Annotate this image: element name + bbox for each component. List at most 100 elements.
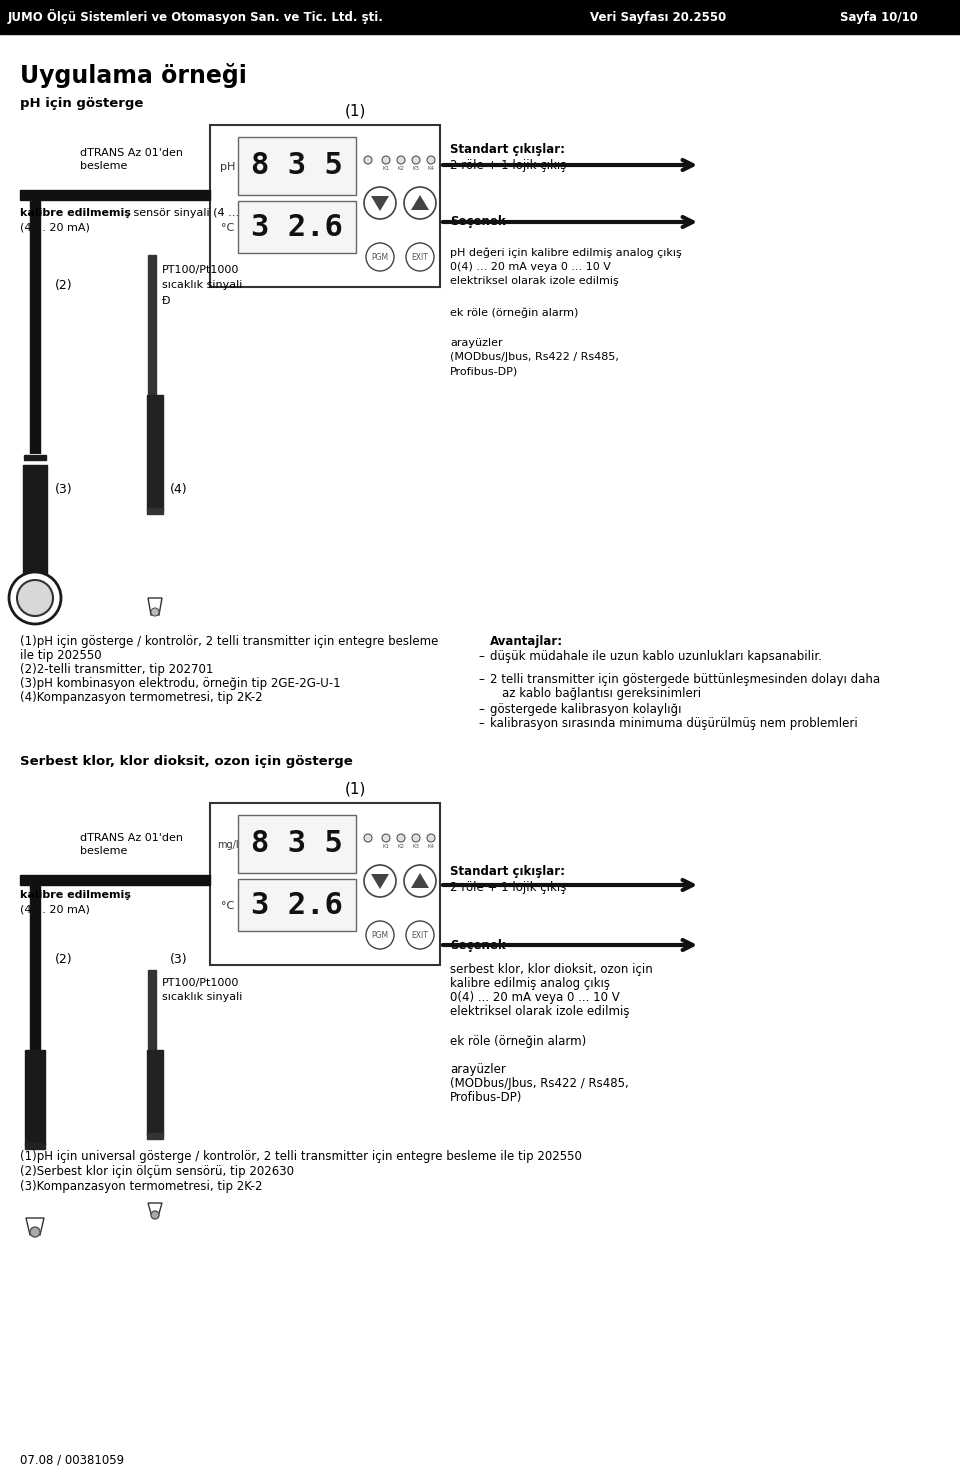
Text: K1: K1: [382, 166, 390, 170]
Circle shape: [364, 155, 372, 164]
Text: PT100/Pt1000: PT100/Pt1000: [162, 265, 239, 275]
Text: PGM: PGM: [372, 253, 389, 262]
Bar: [210, 804, 440, 965]
Text: K1: K1: [382, 844, 390, 848]
Text: arayüzler: arayüzler: [450, 1063, 506, 1076]
Text: 3 2.6: 3 2.6: [252, 213, 343, 241]
Text: (4 ... 20 mA): (4 ... 20 mA): [20, 222, 90, 232]
Text: 2 röle + 1 lojik çıkış: 2 röle + 1 lojik çıkış: [450, 158, 566, 172]
Text: Avantajlar:: Avantajlar:: [490, 635, 564, 648]
Text: (3): (3): [170, 953, 187, 966]
Text: dTRANS Az 01'den
besleme: dTRANS Az 01'den besleme: [80, 148, 183, 172]
Text: K2: K2: [397, 844, 404, 848]
Polygon shape: [411, 873, 429, 888]
Text: 8 3 5: 8 3 5: [252, 829, 343, 858]
Bar: [25, 1049, 45, 1146]
Bar: [23, 465, 47, 595]
Bar: [30, 885, 40, 1146]
Text: –: –: [478, 716, 484, 730]
Polygon shape: [411, 195, 429, 210]
Bar: [148, 511, 162, 599]
Polygon shape: [26, 1218, 44, 1234]
Text: Serbest klor, klor dioksit, ozon için gösterge: Serbest klor, klor dioksit, ozon için gö…: [20, 755, 352, 768]
Text: pH: pH: [220, 161, 236, 172]
Text: –: –: [478, 650, 484, 663]
Bar: [148, 255, 156, 400]
Text: 07.08 / 00381059: 07.08 / 00381059: [20, 1453, 124, 1467]
Circle shape: [412, 155, 420, 164]
Bar: [24, 454, 46, 460]
Text: 3 2.6: 3 2.6: [252, 891, 343, 919]
Circle shape: [366, 921, 394, 949]
Circle shape: [366, 243, 394, 271]
Bar: [0, 0, 960, 34]
Text: Seçenek: Seçenek: [450, 216, 506, 228]
Text: Đ: Đ: [162, 296, 171, 306]
Polygon shape: [148, 598, 162, 616]
Text: Sayfa 10/10: Sayfa 10/10: [840, 10, 918, 24]
Circle shape: [382, 835, 390, 842]
Polygon shape: [148, 1203, 162, 1217]
Text: (1): (1): [345, 104, 366, 118]
Polygon shape: [371, 195, 389, 212]
Circle shape: [364, 864, 396, 897]
Text: düşük müdahale ile uzun kablo uzunlukları kapsanabilir.: düşük müdahale ile uzun kablo uzunluklar…: [490, 650, 822, 663]
Circle shape: [406, 921, 434, 949]
Polygon shape: [371, 875, 389, 889]
Text: dTRANS Az 01'den
besleme: dTRANS Az 01'den besleme: [80, 833, 183, 857]
Text: (1)pH için gösterge / kontrolör, 2 telli transmitter için entegre besleme: (1)pH için gösterge / kontrolör, 2 telli…: [20, 635, 439, 648]
Text: K3: K3: [413, 166, 420, 170]
Circle shape: [9, 571, 61, 625]
Circle shape: [382, 155, 390, 164]
Bar: [148, 969, 156, 1135]
Circle shape: [364, 186, 396, 219]
Text: kalibre edilmemiş: kalibre edilmemiş: [20, 209, 131, 218]
Bar: [148, 1135, 162, 1205]
Text: 8 3 5: 8 3 5: [252, 151, 343, 181]
Text: K4: K4: [427, 166, 435, 170]
Text: ek röle (örneğin alarm): ek röle (örneğin alarm): [450, 308, 578, 318]
Text: PGM: PGM: [372, 931, 389, 940]
Text: (1): (1): [345, 781, 366, 796]
Text: elektriksel olarak izole edilmiş: elektriksel olarak izole edilmiş: [450, 1005, 630, 1018]
Circle shape: [151, 608, 159, 616]
Text: sıcaklık sinyali: sıcaklık sinyali: [162, 992, 242, 1002]
Text: Standart çıkışlar:: Standart çıkışlar:: [450, 864, 565, 878]
Circle shape: [406, 243, 434, 271]
Circle shape: [427, 835, 435, 842]
Text: elektriksel olarak izole edilmiş: elektriksel olarak izole edilmiş: [450, 275, 619, 286]
Text: (3): (3): [55, 484, 73, 496]
Text: (4): (4): [170, 484, 187, 496]
Text: (3)Kompanzasyon termometresi, tip 2K-2: (3)Kompanzasyon termometresi, tip 2K-2: [20, 1180, 262, 1193]
Text: PT100/Pt1000: PT100/Pt1000: [162, 978, 239, 989]
Circle shape: [412, 835, 420, 842]
Text: kalibre edilmiş analog çıkış: kalibre edilmiş analog çıkış: [450, 977, 610, 990]
Bar: [30, 200, 40, 471]
Text: pH değeri için kalibre edilmiş analog çıkış: pH değeri için kalibre edilmiş analog çı…: [450, 249, 682, 259]
Text: (2): (2): [55, 278, 73, 292]
Bar: [25, 454, 45, 585]
Bar: [20, 875, 210, 885]
Bar: [238, 879, 356, 931]
Text: 0(4) ... 20 mA veya 0 ... 10 V: 0(4) ... 20 mA veya 0 ... 10 V: [450, 262, 611, 272]
Text: K3: K3: [413, 844, 420, 848]
Text: Standart çıkışlar:: Standart çıkışlar:: [450, 144, 565, 157]
Text: Profibus-DP): Profibus-DP): [450, 366, 518, 376]
Text: EXIT: EXIT: [412, 931, 428, 940]
Bar: [26, 1146, 44, 1220]
Text: kalibre edilmemiş: kalibre edilmemiş: [20, 889, 131, 900]
Text: –: –: [478, 703, 484, 716]
Text: ek röle (örneğin alarm): ek röle (örneğin alarm): [450, 1035, 587, 1048]
Text: K2: K2: [397, 166, 404, 170]
Text: (MODbus/Jbus, Rs422 / Rs485,: (MODbus/Jbus, Rs422 / Rs485,: [450, 352, 619, 363]
Text: serbest klor, klor dioksit, ozon için: serbest klor, klor dioksit, ozon için: [450, 963, 653, 975]
Circle shape: [397, 835, 405, 842]
Circle shape: [17, 580, 53, 616]
Text: (1)pH için universal gösterge / kontrolör, 2 telli transmitter için entegre besl: (1)pH için universal gösterge / kontrolö…: [20, 1150, 582, 1163]
Text: göstergede kalibrasyon kolaylığı: göstergede kalibrasyon kolaylığı: [490, 703, 682, 716]
Text: kalibrasyon sırasında minimuma düşürülmüş nem problemleri: kalibrasyon sırasında minimuma düşürülmü…: [490, 716, 857, 730]
Text: Uygulama örneği: Uygulama örneği: [20, 62, 247, 87]
Bar: [147, 395, 163, 511]
Circle shape: [364, 835, 372, 842]
Circle shape: [427, 155, 435, 164]
